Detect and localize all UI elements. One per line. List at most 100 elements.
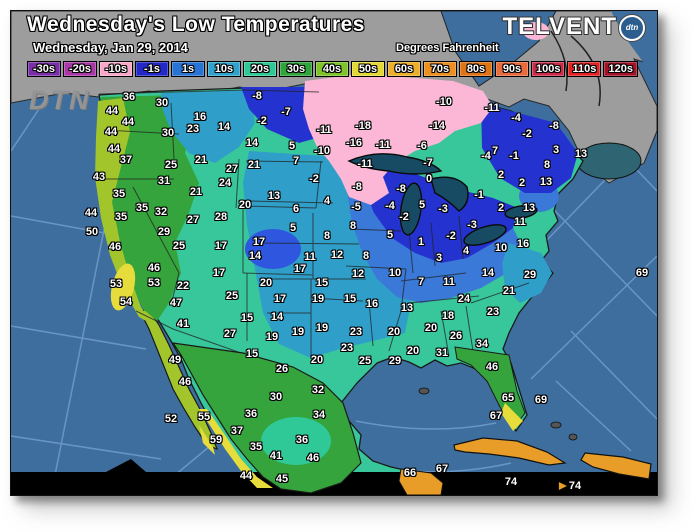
temp-label: 5	[288, 140, 296, 152]
temp-label: 41	[176, 318, 190, 330]
temp-label: 16	[516, 238, 530, 250]
temp-label: -4	[481, 150, 491, 162]
temp-label: -10	[436, 96, 452, 108]
temp-label: 31	[157, 175, 171, 187]
temp-label: 11	[514, 216, 526, 228]
legend-item--10s: -10s	[99, 61, 133, 77]
temp-label: 44	[121, 116, 135, 128]
temp-label: 46	[178, 376, 192, 388]
temp-label: 23	[349, 326, 363, 338]
temp-label: 47	[169, 297, 183, 309]
legend-item-50s: 50s	[351, 61, 385, 77]
temp-label: 44	[84, 207, 98, 219]
temp-label: 20	[310, 354, 324, 366]
temp-label: 32	[311, 384, 325, 396]
temp-label: 35	[135, 202, 149, 214]
temp-label: 7	[417, 276, 425, 288]
temp-label: 19	[291, 326, 305, 338]
temp-label: 59	[209, 434, 223, 446]
temp-label: 17	[212, 267, 226, 279]
temp-label: 65	[501, 392, 515, 404]
temp-label: 1	[417, 236, 425, 248]
temp-label: 17	[214, 240, 228, 252]
temp-label: 36	[122, 91, 136, 103]
temp-label: 13	[267, 190, 281, 202]
temp-label: 74	[504, 476, 518, 488]
temp-label: 35	[114, 211, 128, 223]
temp-label: 20	[424, 322, 438, 334]
temp-label: 44	[239, 470, 253, 482]
temp-label: 67	[489, 410, 503, 422]
temp-label: 7	[292, 155, 300, 167]
temp-label: 3	[435, 252, 443, 264]
temp-label: 12	[351, 268, 365, 280]
temp-label: 69	[534, 394, 548, 406]
temp-label: -8	[396, 183, 406, 195]
temp-label: -1	[474, 189, 484, 201]
temp-label: 8	[349, 220, 357, 232]
temp-label: 19	[315, 322, 329, 334]
temp-label: 30	[269, 391, 283, 403]
temp-label: 11	[443, 276, 455, 288]
temp-label: 11	[304, 251, 316, 263]
temp-label: -5	[351, 201, 361, 213]
map-graphic	[11, 11, 657, 495]
temp-label: 8	[323, 230, 331, 242]
temp-label: 4	[462, 245, 470, 257]
temp-label: 5	[418, 199, 426, 211]
legend-item-30s: 30s	[279, 61, 313, 77]
temp-label: 35	[112, 188, 126, 200]
temp-label: 21	[247, 159, 261, 171]
temp-label: -7	[281, 106, 291, 118]
temp-label: -2	[446, 230, 456, 242]
temperature-legend: -30s -20s -10s -1s 1s 10s 20s 30s 40s 50s 60s 70s 80…	[27, 59, 640, 77]
temp-label: 23	[340, 342, 354, 354]
temp-label: 26	[449, 330, 463, 342]
temp-label: -1	[509, 150, 519, 162]
temp-label: 22	[176, 280, 190, 292]
temp-label: 46	[485, 361, 499, 373]
temp-label: 25	[164, 159, 178, 171]
telvent-logo: TELVENT	[502, 13, 617, 40]
legend-item--30s: -30s	[27, 61, 61, 77]
temp-label: 13	[574, 148, 588, 160]
temp-label: 2	[497, 169, 505, 181]
temp-label: 17	[273, 293, 287, 305]
dtn-badge-icon: dtn	[619, 15, 645, 41]
temp-label: -11	[316, 124, 332, 136]
temp-label: -11	[375, 139, 391, 151]
temp-label: 23	[486, 306, 500, 318]
temp-label: 20	[406, 345, 420, 357]
temp-label: 49	[168, 354, 182, 366]
units-label: Degrees Fahrenheit	[396, 42, 499, 54]
temp-label: 66	[403, 467, 417, 479]
temp-label: 29	[523, 269, 537, 281]
temp-label: -8	[549, 120, 559, 132]
temp-label: 21	[194, 154, 208, 166]
temp-label: 14	[217, 121, 231, 133]
temp-label: 55	[197, 411, 211, 423]
temp-label: -2	[522, 128, 532, 140]
temp-label: 67	[435, 463, 449, 475]
temp-label: 54	[119, 296, 133, 308]
temp-label: 13	[400, 302, 414, 314]
temp-label: 8	[362, 250, 370, 262]
temp-label: 19	[265, 331, 279, 343]
temp-label: 14	[481, 267, 495, 279]
temp-label: -3	[467, 219, 477, 231]
temp-label: 44	[107, 143, 121, 155]
temp-label: 10	[388, 267, 402, 279]
temp-label: 7	[491, 145, 499, 157]
temp-label: 14	[245, 137, 259, 149]
temp-label: 15	[343, 293, 357, 305]
temp-label: 44	[105, 105, 119, 117]
temp-label: 46	[108, 241, 122, 253]
temp-label: 69	[635, 267, 649, 279]
temp-label: 15	[315, 277, 329, 289]
legend-item-110s: 110s	[567, 61, 602, 77]
temp-label: 31	[435, 347, 449, 359]
temp-label: 5	[289, 222, 297, 234]
temp-label: 43	[92, 171, 106, 183]
temp-label: 25	[358, 355, 372, 367]
temp-label: 16	[365, 298, 379, 310]
